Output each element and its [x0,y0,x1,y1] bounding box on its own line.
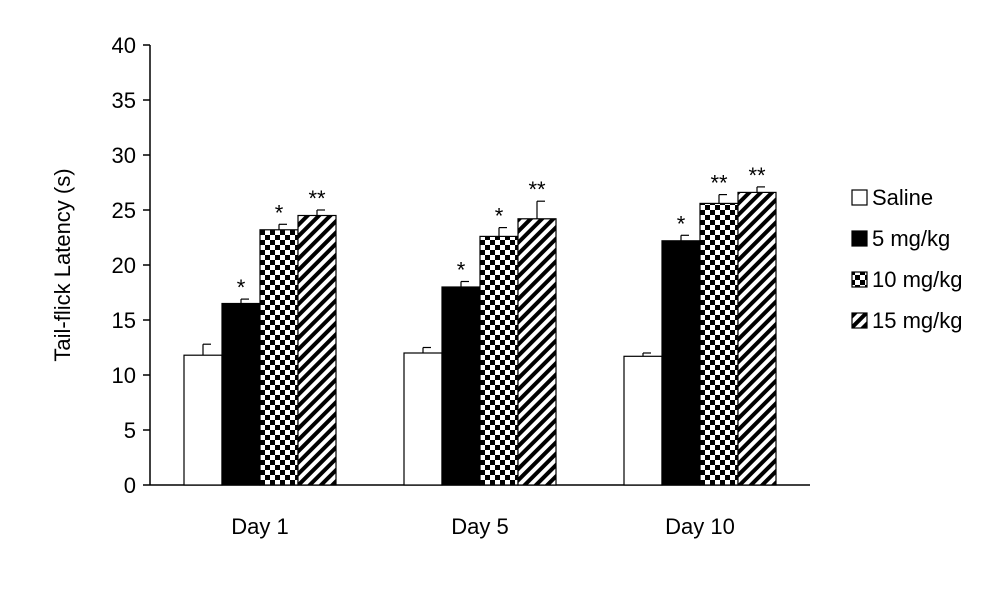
significance-marker: * [237,275,246,300]
bar [479,235,519,486]
significance-marker: ** [528,177,546,202]
legend-label: Saline [872,185,933,210]
x-tick-label: Day 1 [231,514,288,539]
bar [699,202,739,486]
bar [403,352,443,486]
y-tick-label: 40 [112,33,136,58]
bar [221,302,261,486]
y-tick-label: 30 [112,143,136,168]
significance-marker: ** [748,163,766,188]
x-tick-label: Day 5 [451,514,508,539]
bar [183,354,223,486]
y-tick-label: 5 [124,418,136,443]
legend-swatch [851,189,868,206]
significance-marker: ** [308,186,326,211]
bar [297,214,337,486]
legend-swatch [851,312,868,329]
y-tick-label: 20 [112,253,136,278]
significance-marker: * [495,204,504,229]
significance-marker: * [677,211,686,236]
legend-label: 10 mg/kg [872,267,963,292]
axes: 0 5 10 15 20 25 30 35 40 [112,33,810,498]
bar [737,191,777,486]
y-tick-label: 15 [112,308,136,333]
y-tick-label: 0 [124,473,136,498]
bar [259,229,299,486]
legend: Saline 5 mg/kg 10 mg/kg 15 mg/kg [851,185,963,333]
legend-swatch [851,230,868,247]
x-tick-label: Day 10 [665,514,735,539]
bar [661,240,701,486]
bar [623,355,663,486]
y-axis-label: Tail-flick Latency (s) [50,168,75,361]
y-tick-label: 25 [112,198,136,223]
legend-swatch [851,271,868,288]
bar [517,218,557,486]
significance-marker: * [275,200,284,225]
bars: ****Day 1****Day 5*** **Day 10 [183,163,777,539]
significance-marker: * [457,258,466,283]
y-tick-label: 35 [112,88,136,113]
legend-label: 15 mg/kg [872,308,963,333]
legend-label: 5 mg/kg [872,226,950,251]
bar [441,286,481,486]
significance-marker: ** [710,171,728,196]
y-tick-label: 10 [112,363,136,388]
